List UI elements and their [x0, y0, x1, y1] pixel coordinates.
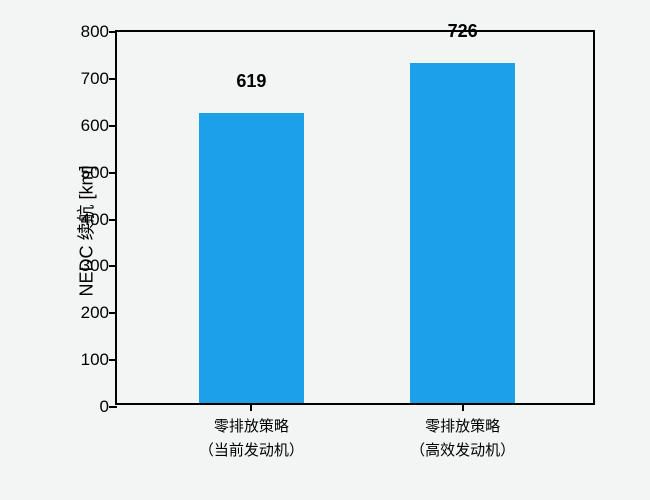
y-tick	[109, 359, 117, 361]
x-tick	[462, 403, 464, 411]
y-tick-label: 0	[100, 397, 109, 417]
bar-value-label: 726	[448, 21, 478, 42]
bar-value-label: 619	[236, 71, 266, 92]
y-tick	[109, 406, 117, 408]
y-tick-label: 700	[81, 69, 109, 89]
y-tick-label: 300	[81, 256, 109, 276]
y-tick-label: 800	[81, 22, 109, 42]
y-tick-label: 400	[81, 210, 109, 230]
y-tick	[109, 219, 117, 221]
y-tick-label: 100	[81, 350, 109, 370]
y-tick	[109, 125, 117, 127]
bar	[199, 113, 305, 403]
bar	[410, 63, 516, 403]
y-tick-label: 600	[81, 116, 109, 136]
y-tick	[109, 312, 117, 314]
x-tick-label: 零排放策略（高效发动机）	[410, 415, 515, 463]
x-tick	[250, 403, 252, 411]
y-tick	[109, 265, 117, 267]
nedc-range-chart: NEDC 续航 [km] 010020030040050060070080061…	[0, 0, 650, 500]
y-tick	[109, 31, 117, 33]
y-tick-label: 200	[81, 303, 109, 323]
y-tick-label: 500	[81, 163, 109, 183]
plot-area: 0100200300400500600700800619零排放策略（当前发动机）…	[115, 30, 595, 405]
y-tick	[109, 78, 117, 80]
x-tick-label: 零排放策略（当前发动机）	[199, 415, 304, 463]
y-tick	[109, 172, 117, 174]
